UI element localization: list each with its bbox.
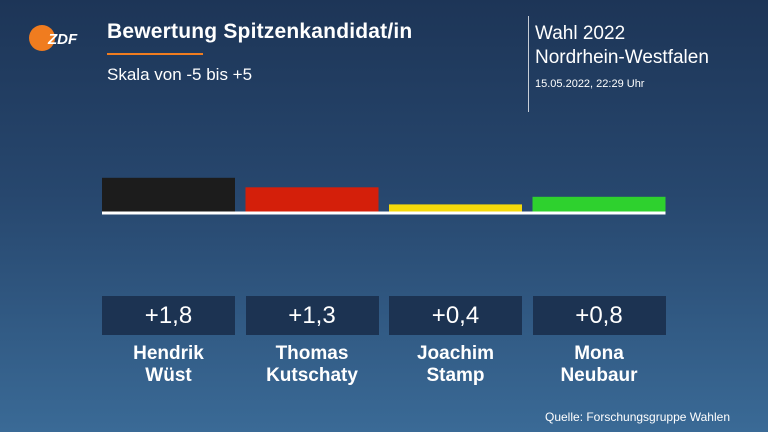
- zdf-logo: ZDF: [29, 25, 78, 51]
- timestamp: 15.05.2022, 22:29 Uhr: [535, 78, 645, 90]
- bar-2: [389, 204, 522, 212]
- category-label-0: Hendrik Wüst: [133, 343, 204, 386]
- bar-3: [532, 196, 666, 212]
- category-label-3: Mona Neubaur: [560, 343, 638, 386]
- header-divider: [528, 16, 529, 112]
- source-note: Quelle: Forschungsgruppe Wahlen: [545, 410, 730, 424]
- value-label-0: +1,8: [102, 296, 235, 335]
- value-label-3: +0,8: [532, 296, 666, 335]
- election-title: Wahl 2022 Nordrhein-Westfalen: [535, 22, 709, 70]
- election-region: Nordrhein-Westfalen: [535, 47, 709, 68]
- category-label-2: Joachim Stamp: [416, 343, 495, 386]
- bar-1: [245, 187, 379, 212]
- svg-text:ZDF: ZDF: [47, 31, 78, 48]
- value-label-2: +0,4: [389, 296, 522, 335]
- bar-0: [102, 177, 235, 212]
- chart-subtitle: Skala von -5 bis +5: [107, 65, 253, 84]
- title-accent-line: [107, 53, 203, 55]
- value-label-1: +1,3: [245, 296, 379, 335]
- chart-title: Bewertung Spitzenkandidat/in: [107, 20, 413, 43]
- category-label-1: Thomas Kutschaty: [266, 343, 358, 386]
- election-name: Wahl 2022: [535, 23, 626, 44]
